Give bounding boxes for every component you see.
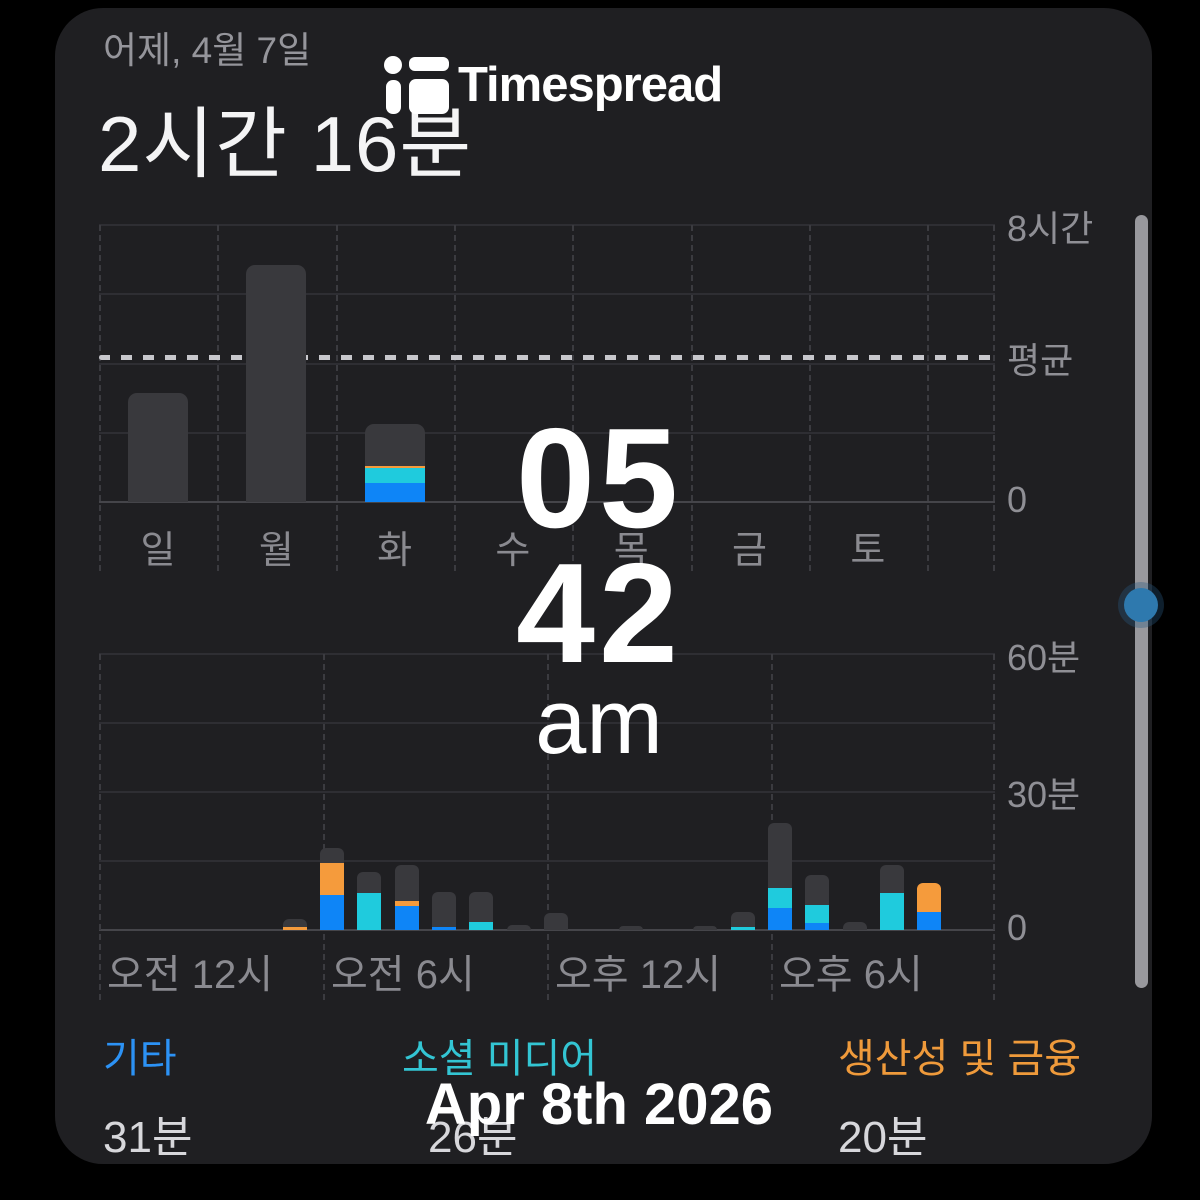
bar-segment-social [768, 888, 792, 908]
legend-label-2: 생산성 및 금융 [838, 1037, 1082, 1081]
bar-segment-remaining [880, 865, 904, 894]
scroll-indicator-dot[interactable] [1124, 588, 1158, 622]
gridline-vertical-dashed [99, 225, 101, 571]
daily-xtick-6am: 오전 6시 [331, 953, 475, 997]
legend-item-other: 기타 31분 [103, 1026, 192, 1165]
gridline-vertical-dashed [335, 225, 338, 571]
daily-ytick-zero: 0 [1007, 907, 1028, 948]
gridline-vertical-dashed [993, 654, 995, 1000]
bar-segment-remaining [469, 892, 494, 923]
bar-segment-social [730, 926, 755, 930]
bar-segment-remaining [805, 875, 830, 906]
bar-segment-remaining [730, 911, 755, 927]
daily-xtick-6pm: 오후 6시 [779, 953, 923, 997]
timespread-watermark-text: Timespread [458, 57, 723, 112]
gridline-vertical-dashed [808, 225, 811, 571]
clock-minute: 42 [516, 534, 682, 693]
legend-item-social: 소셜 미디어 26분 [402, 1026, 597, 1165]
weekly-ytick-zero: 0 [1007, 479, 1028, 520]
bar-segment-other [364, 482, 425, 502]
legend-value-2: 20분 [838, 1113, 928, 1162]
bar-segment-social [469, 922, 494, 930]
clock-hour: 05 [516, 399, 682, 558]
bar-segment-productivity [282, 926, 307, 930]
legend-label-0: 기타 [103, 1037, 177, 1081]
average-usage-line [99, 354, 995, 360]
bar-segment-other [394, 906, 419, 930]
clock-date: Apr 8th 2026 [424, 1072, 774, 1137]
bar-segment-social [805, 905, 830, 924]
gridline-horizontal [99, 362, 995, 365]
report-date-label: 어제, 4월 7일 [103, 30, 312, 71]
daily-ytick-30: 30분 [1007, 774, 1081, 815]
gridline-horizontal [99, 224, 995, 226]
bar-segment-remaining [128, 392, 188, 502]
bar-segment-other [432, 926, 456, 930]
axis-label-day: 일 [140, 530, 176, 572]
timespread-watermark: Timespread [383, 54, 723, 116]
axis-label-day: 화 [377, 530, 413, 572]
bar-segment-remaining [282, 918, 307, 927]
axis-label-day: 토 [850, 530, 886, 572]
gridline-vertical-dashed [453, 225, 456, 571]
bar-segment-remaining [364, 424, 425, 466]
bar-segment-remaining [506, 924, 531, 930]
bar-segment-remaining [320, 847, 344, 863]
bar-segment-social [880, 893, 904, 930]
gridline-horizontal [99, 293, 995, 296]
daily-xtick-12am: 오전 12시 [107, 953, 274, 997]
screen-time-card [55, 8, 1152, 1164]
clock-meridiem: am [535, 671, 663, 773]
bar-segment-other [320, 895, 344, 930]
bar-segment-productivity [917, 883, 942, 913]
legend-item-productivity: 생산성 및 금융 20분 [838, 1026, 1081, 1165]
legend-value-1: 26분 [428, 1113, 518, 1162]
daily-xtick-12pm: 오후 12시 [555, 953, 722, 997]
gridline-vertical-dashed [993, 225, 995, 571]
bar-segment-remaining [693, 925, 718, 930]
bar-segment-remaining [357, 872, 382, 894]
bar-segment-other [805, 923, 830, 930]
gridline-vertical-dashed [572, 225, 575, 571]
weekly-ytick-8h: 8시간 [1007, 208, 1094, 249]
gridline-vertical-dashed [547, 654, 549, 1000]
gridline-vertical-dashed [217, 225, 220, 571]
gridline-vertical-dashed [927, 225, 930, 571]
bar-segment-remaining [618, 925, 643, 930]
legend-value-0: 31분 [103, 1113, 193, 1162]
gridline-horizontal [99, 431, 995, 434]
gridline-vertical-dashed [690, 225, 693, 571]
daily-usage-chart[interactable] [99, 653, 995, 1000]
axis-label-day: 금 [732, 530, 767, 572]
gridline-vertical-dashed [323, 654, 325, 1000]
bar-segment-other [768, 907, 792, 930]
gridline-horizontal [99, 501, 995, 503]
total-screen-time: 2시간 16분 [98, 100, 473, 188]
bar-segment-remaining [246, 264, 307, 502]
bar-segment-remaining [394, 865, 419, 902]
bar-segment-remaining [768, 823, 792, 889]
bar-segment-productivity [320, 862, 344, 896]
bar-segment-remaining [432, 891, 456, 927]
axis-label-day: 월 [258, 530, 294, 572]
bar-segment-remaining [544, 912, 568, 930]
timespread-logo-icon [384, 56, 449, 114]
gridline-vertical-dashed [99, 654, 101, 1000]
axis-label-day: 목 [613, 530, 649, 572]
axis-label-day: 수 [495, 530, 531, 572]
daily-ytick-60: 60분 [1007, 637, 1081, 678]
bar-segment-other [917, 912, 942, 930]
bar-segment-social [364, 468, 425, 483]
bar-segment-remaining [842, 922, 867, 930]
bar-segment-social [357, 893, 382, 930]
bar-segment-productivity [364, 465, 425, 469]
legend-label-1: 소셜 미디어 [402, 1037, 598, 1081]
bar-segment-productivity [394, 901, 419, 907]
weekly-ytick-average: 평균 [1007, 340, 1074, 381]
